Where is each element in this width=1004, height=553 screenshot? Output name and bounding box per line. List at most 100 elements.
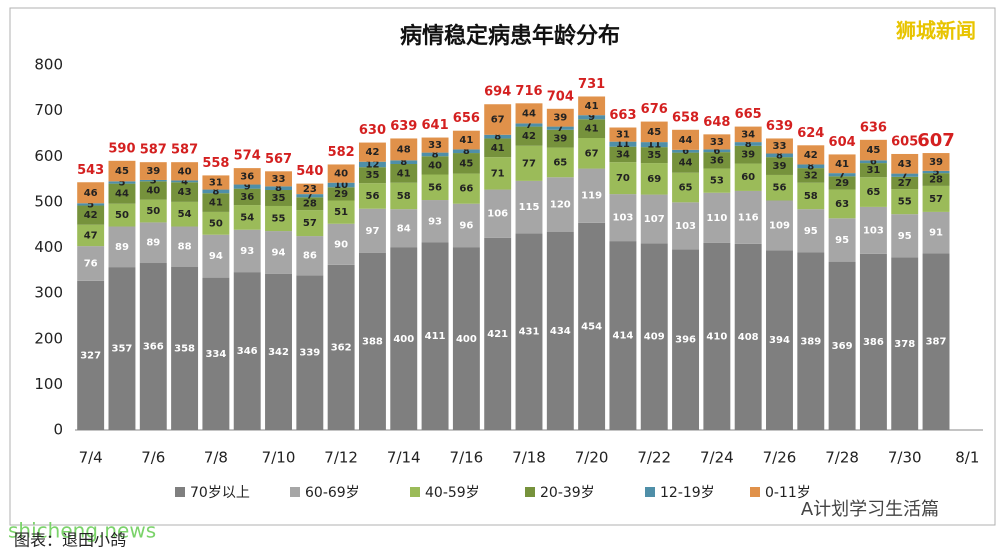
data-label: 12 bbox=[365, 159, 379, 170]
data-label: 33 bbox=[272, 174, 286, 185]
data-label: 54 bbox=[240, 212, 254, 223]
x-tick-label: 8/1 bbox=[955, 449, 979, 467]
data-label: 42 bbox=[522, 131, 536, 142]
bar-segment bbox=[77, 203, 105, 206]
bar-segment bbox=[703, 134, 731, 150]
data-label: 50 bbox=[115, 210, 129, 221]
bar-segment bbox=[578, 138, 606, 169]
bar-segment bbox=[859, 253, 887, 430]
bar-segment bbox=[609, 162, 637, 195]
site-watermark: shicheng.news bbox=[8, 519, 156, 543]
total-label: 639 bbox=[390, 119, 417, 134]
data-label: 8 bbox=[745, 139, 752, 150]
data-label: 33 bbox=[773, 141, 787, 152]
data-label: 54 bbox=[178, 209, 192, 220]
bar-segment bbox=[891, 189, 919, 215]
data-label: 34 bbox=[741, 129, 755, 140]
total-label: 582 bbox=[328, 145, 355, 160]
data-label: 119 bbox=[581, 191, 602, 202]
bar-segment bbox=[546, 147, 574, 178]
bar-segment bbox=[77, 205, 105, 225]
data-label: 454 bbox=[581, 321, 602, 332]
bar-segment bbox=[358, 252, 386, 430]
bar-segment bbox=[296, 275, 324, 430]
bar-segment bbox=[703, 152, 731, 169]
data-label: 120 bbox=[550, 200, 571, 211]
bar-segment bbox=[139, 199, 167, 223]
x-tick-label: 7/4 bbox=[79, 449, 103, 467]
legend-label: 12-19岁 bbox=[660, 485, 715, 501]
bar-segment bbox=[171, 226, 199, 267]
bar-segment bbox=[640, 147, 668, 164]
bar-segment bbox=[578, 222, 606, 430]
bar-segment bbox=[327, 264, 355, 430]
data-label: 414 bbox=[612, 331, 633, 342]
bar-segment bbox=[859, 139, 887, 161]
bar-segment bbox=[390, 164, 418, 183]
data-label: 7 bbox=[839, 170, 846, 181]
x-tick-label: 7/6 bbox=[141, 449, 165, 467]
data-label: 44 bbox=[679, 158, 693, 169]
bar-segment bbox=[828, 189, 856, 219]
total-label: 665 bbox=[735, 107, 762, 122]
bar-segment bbox=[77, 224, 105, 247]
data-label: 45 bbox=[115, 166, 129, 177]
total-label: 574 bbox=[234, 149, 261, 164]
data-label: 97 bbox=[365, 226, 379, 237]
data-label: 7 bbox=[526, 120, 533, 131]
legend-label: 40-59岁 bbox=[425, 485, 480, 501]
data-label: 411 bbox=[425, 331, 446, 342]
legend-swatch bbox=[750, 487, 760, 497]
bar-segment bbox=[546, 129, 574, 148]
data-label: 8 bbox=[807, 161, 814, 172]
data-label: 42 bbox=[365, 147, 379, 158]
bar-segment bbox=[922, 185, 950, 212]
bar-segment bbox=[578, 115, 606, 120]
data-label: 41 bbox=[397, 168, 411, 179]
bar-segment bbox=[578, 96, 606, 116]
total-label: 663 bbox=[609, 108, 636, 123]
bar-segment bbox=[734, 142, 762, 146]
data-label: 396 bbox=[675, 335, 696, 346]
data-label: 107 bbox=[644, 214, 665, 225]
bar-segment bbox=[421, 174, 449, 201]
bar-segment bbox=[766, 157, 793, 175]
bar-segment bbox=[672, 152, 700, 173]
total-label: 558 bbox=[202, 156, 229, 171]
bar-segment bbox=[546, 126, 574, 130]
total-label: 641 bbox=[421, 118, 448, 133]
x-tick-label: 7/20 bbox=[575, 449, 609, 467]
bar-segment bbox=[672, 149, 700, 153]
data-label: 57 bbox=[303, 218, 317, 229]
data-label: 6 bbox=[713, 146, 720, 157]
data-label: 110 bbox=[706, 213, 727, 224]
bar-segment bbox=[265, 273, 292, 430]
x-tick-label: 7/18 bbox=[512, 449, 546, 467]
data-label: 69 bbox=[647, 174, 661, 185]
legend-label: 20-39岁 bbox=[540, 485, 595, 501]
data-label: 93 bbox=[428, 216, 442, 227]
bar-segment bbox=[703, 149, 731, 153]
legend-swatch bbox=[525, 487, 535, 497]
bar-segment bbox=[609, 241, 637, 430]
bar-segment bbox=[859, 206, 887, 254]
total-label: 731 bbox=[578, 77, 605, 92]
data-label: 84 bbox=[397, 223, 411, 234]
bar-segment bbox=[891, 214, 919, 258]
data-label: 339 bbox=[299, 348, 320, 359]
data-label: 408 bbox=[738, 332, 759, 343]
data-label: 9 bbox=[244, 182, 251, 193]
data-label: 40 bbox=[146, 185, 160, 196]
total-label: 604 bbox=[829, 135, 856, 150]
bar-segment bbox=[233, 272, 261, 430]
bar-segment bbox=[108, 203, 136, 227]
total-label: 716 bbox=[515, 84, 542, 99]
data-label: 95 bbox=[898, 231, 912, 242]
data-label: 8 bbox=[494, 132, 501, 143]
bar-segment bbox=[766, 250, 793, 430]
data-label: 33 bbox=[710, 137, 724, 148]
data-label: 55 bbox=[272, 214, 286, 225]
data-label: 35 bbox=[272, 193, 286, 204]
data-label: 86 bbox=[303, 251, 317, 262]
data-label: 89 bbox=[115, 242, 129, 253]
